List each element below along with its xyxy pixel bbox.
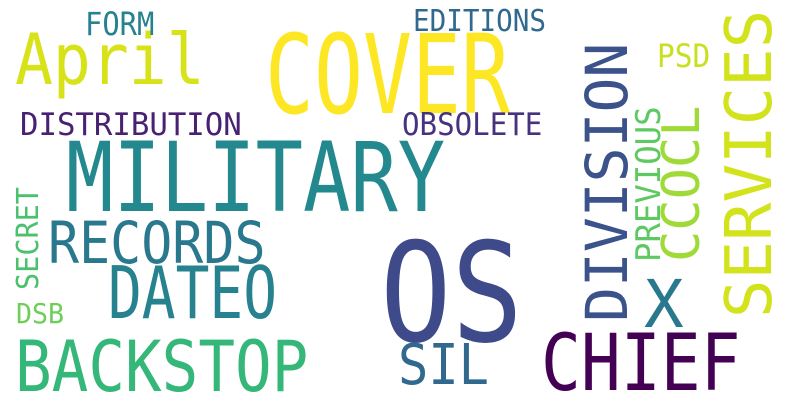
word-os: OS xyxy=(380,213,523,374)
word-division: DIVISION xyxy=(573,42,641,322)
word-chief: CHIEF xyxy=(541,319,741,405)
word-previous: PREVIOUS xyxy=(629,106,669,262)
word-distribution: DISTRIBUTION xyxy=(20,107,242,143)
word-sil: SIL xyxy=(398,333,490,398)
word-april: April xyxy=(15,19,205,101)
word-x: X xyxy=(644,266,684,343)
word-dateo: DATEO xyxy=(108,251,278,335)
word-dsb: DSB xyxy=(16,297,65,330)
word-obsolete: OBSOLETE xyxy=(402,107,543,143)
word-backstop: BACKSTOP xyxy=(15,326,309,405)
word-editions: EDITIONS xyxy=(413,4,546,39)
word-services: SERVICES xyxy=(713,9,787,318)
word-secret: SECRET xyxy=(11,187,46,290)
word-military: MILITARY xyxy=(66,122,446,234)
word-records: RECORDS xyxy=(48,209,266,277)
word-psd: PSD xyxy=(657,37,711,75)
word-form: FORM xyxy=(85,5,155,43)
word-cover: COVER xyxy=(265,11,511,139)
